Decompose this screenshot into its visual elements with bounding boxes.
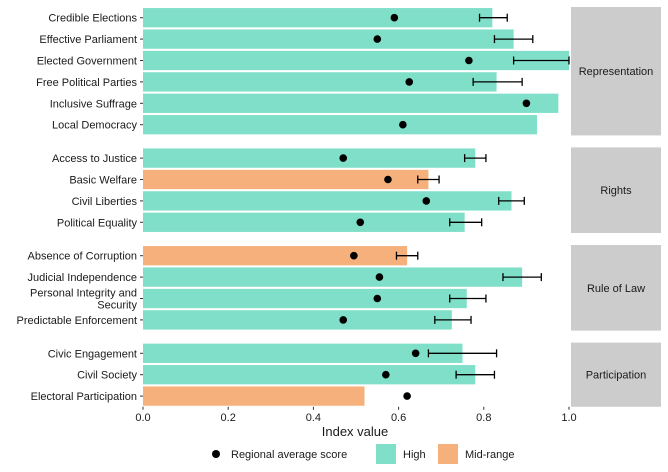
bar: [143, 148, 476, 168]
bar: [143, 212, 465, 232]
legend-item-regional-average: Regional average score: [212, 449, 347, 461]
y-tick-label: Elected Government: [37, 56, 137, 68]
average-point: [375, 273, 384, 281]
error-bar: [472, 77, 523, 86]
facet-strip: [571, 7, 661, 136]
bar: [143, 365, 476, 385]
bar: [143, 8, 493, 28]
y-tick-label: Civil Society: [77, 370, 137, 382]
y-tick-label: Effective Parliament: [39, 34, 137, 46]
facet-strip-label: Rights: [600, 185, 632, 197]
facet-rights: Access to Justice Basic Welfare Civil Libe…: [52, 147, 661, 233]
y-tick-label: Local Democracy: [52, 120, 137, 132]
y-tick-label: Electoral Participation: [31, 391, 137, 403]
panel-background: [143, 7, 569, 136]
facet-participation: Civic Engagement Civil Society Electoral P…: [31, 342, 661, 407]
y-tick-label: Absence of Corruption: [28, 251, 137, 263]
legend-point-key: [212, 450, 220, 458]
error-bar: [395, 251, 419, 260]
facet-representation: Credible Elections Effective Parliament El…: [36, 7, 661, 136]
y-tick-label: Civil Liberties: [72, 196, 138, 208]
average-point: [411, 349, 420, 358]
bar: [143, 29, 514, 49]
average-point: [399, 120, 407, 129]
bar: [143, 50, 569, 71]
y-tick-label: Political Equality: [57, 217, 138, 229]
facet-rule-of-law: Absence of Corruption Judicial Independen…: [17, 245, 661, 331]
facet-strip-label: Rule of Law: [587, 283, 645, 295]
error-bar: [427, 349, 498, 358]
legend-item-high: High: [376, 444, 426, 464]
legend: Regional average score High Mid-range: [212, 444, 515, 464]
average-point: [390, 13, 399, 22]
average-point: [403, 392, 411, 400]
bar: [143, 191, 512, 211]
bar: [143, 115, 538, 135]
facet-strip: [571, 147, 661, 233]
x-tick-label: 0.0: [135, 412, 150, 424]
legend-label: Mid-range: [465, 449, 515, 461]
y-tick-label: Inclusive Suffrage: [50, 98, 137, 110]
y-tick-label: Civic Engagement: [48, 348, 137, 360]
legend-fill-key: [376, 444, 396, 464]
error-bar: [512, 56, 570, 65]
average-point: [339, 316, 348, 324]
bar: [143, 386, 365, 406]
average-point: [373, 35, 382, 43]
bar: [143, 246, 408, 266]
x-tick-label: 0.6: [391, 412, 406, 424]
x-axis: 0.0 0.2 0.4 0.6 0.8 1.0 Index value: [135, 406, 577, 439]
error-bar: [493, 35, 534, 44]
error-bar: [417, 175, 440, 184]
chart-panels: Credible Elections Effective Parliament El…: [17, 7, 661, 407]
error-bar: [498, 196, 525, 205]
legend-fill-key: [438, 444, 458, 464]
bar: [143, 169, 429, 190]
error-bar: [434, 315, 472, 324]
bar: [143, 72, 497, 92]
error-bar: [478, 13, 508, 22]
average-point: [382, 370, 390, 379]
y-tick-label: Free Political Parties: [36, 77, 137, 89]
y-tick-label: Access to Justice: [52, 153, 137, 165]
bar: [143, 93, 559, 113]
x-tick-label: 1.0: [561, 412, 576, 424]
legend-label: High: [403, 449, 426, 461]
y-tick-label: Basic Welfare: [69, 175, 137, 187]
error-bar: [502, 273, 542, 282]
average-point: [356, 218, 365, 227]
x-tick-label: 0.4: [306, 412, 321, 424]
error-bar: [455, 370, 496, 379]
x-axis-label: Index value: [322, 424, 389, 439]
average-point: [465, 56, 473, 65]
facet-strip: [571, 342, 661, 407]
facet-strip-label: Participation: [586, 370, 647, 382]
bar: [143, 267, 523, 287]
bar: [143, 310, 452, 330]
x-tick-label: 0.2: [221, 412, 236, 424]
error-bar: [449, 294, 487, 303]
facet-strip-label: Representation: [579, 66, 654, 78]
error-bar: [463, 154, 487, 163]
legend-item-mid-range: Mid-range: [438, 444, 515, 464]
y-tick-label: Personal Integrity and Security: [30, 288, 138, 312]
average-point: [384, 175, 392, 184]
legend-label: Regional average score: [231, 449, 347, 461]
y-tick-label: Predictable Enforcement: [17, 315, 137, 327]
x-axis-ticks: 0.0 0.2 0.4 0.6 0.8 1.0: [135, 406, 577, 424]
average-point: [422, 197, 431, 205]
facet-strip: [571, 245, 661, 331]
average-point: [350, 251, 358, 260]
average-point: [373, 294, 382, 303]
y-tick-label: Credible Elections: [48, 13, 137, 25]
y-tick-label: Judicial Independence: [28, 272, 137, 284]
average-point: [522, 99, 531, 108]
error-bar: [449, 218, 483, 227]
average-point: [339, 154, 348, 162]
x-tick-label: 0.8: [476, 412, 491, 424]
average-point: [405, 78, 414, 86]
bar: [143, 288, 467, 309]
bar: [143, 343, 463, 363]
